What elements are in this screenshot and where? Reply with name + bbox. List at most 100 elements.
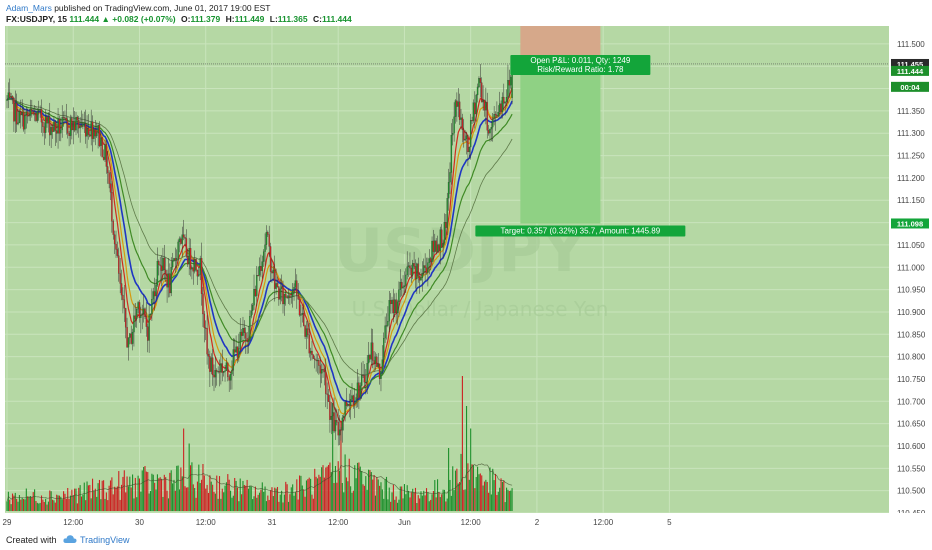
volume-bar <box>439 497 441 511</box>
volume-bar <box>319 476 321 511</box>
candle <box>236 346 239 364</box>
candle-body <box>454 100 457 117</box>
volume-bar <box>472 465 474 511</box>
volume-bar <box>321 467 323 511</box>
candle <box>398 281 400 318</box>
candle <box>222 371 225 377</box>
candle <box>82 113 84 130</box>
volume-bar <box>125 492 127 511</box>
candle-body <box>465 135 468 140</box>
candle <box>420 268 422 281</box>
time-axis[interactable] <box>0 513 932 531</box>
volume-bar <box>453 490 455 511</box>
price-axis[interactable] <box>889 26 932 513</box>
candle <box>90 109 92 146</box>
author-link[interactable]: Adam_Mars <box>6 3 52 13</box>
candle <box>385 313 388 340</box>
volume-bar <box>201 479 203 511</box>
candle-body <box>447 182 450 199</box>
volume-bar <box>105 492 107 511</box>
candle-body <box>169 273 171 294</box>
candle-body <box>104 144 106 160</box>
candle <box>439 226 442 265</box>
volume-bar <box>31 497 33 511</box>
candle-body <box>145 316 148 327</box>
candle-body <box>282 286 284 305</box>
volume-bar <box>504 502 506 511</box>
candle-body <box>456 100 458 107</box>
candle <box>40 99 43 133</box>
chart-header: Adam_Mars published on TradingView.com, … <box>0 0 932 26</box>
candle-body <box>463 129 465 141</box>
candle <box>257 266 259 277</box>
candle-body <box>192 267 194 272</box>
candle-body <box>286 296 288 299</box>
volume-bar <box>437 479 439 511</box>
volume-bar <box>170 470 172 511</box>
candle <box>137 300 139 314</box>
candle-body <box>14 103 16 122</box>
candle-body <box>182 234 185 238</box>
time-tick-label: 12:00 <box>63 518 84 527</box>
candle <box>141 304 143 330</box>
tradingview-cloud-icon <box>63 535 77 543</box>
volume-bar <box>290 487 292 511</box>
candle <box>472 99 475 123</box>
volume-bar <box>63 491 65 511</box>
candle <box>122 287 124 314</box>
low-label: L: <box>269 14 278 24</box>
close-value: 111.444 <box>321 14 352 24</box>
candle <box>94 120 97 146</box>
candle-body <box>151 299 153 315</box>
candle-body <box>113 234 116 245</box>
candle-body <box>84 123 87 137</box>
candle-body <box>476 86 479 96</box>
candle-body <box>417 263 419 277</box>
candle-body <box>162 257 164 271</box>
candle-body <box>322 369 324 371</box>
candle <box>406 251 408 280</box>
candle <box>394 293 396 317</box>
volume-bar <box>212 484 214 511</box>
candle <box>75 111 77 136</box>
volume-bar <box>327 464 330 511</box>
volume-bar <box>141 470 143 511</box>
candle-body <box>247 340 250 343</box>
candle <box>254 285 257 297</box>
volume-bar <box>419 498 421 511</box>
candle <box>489 128 491 142</box>
candle-body <box>275 283 277 289</box>
candle-body <box>458 101 461 120</box>
candle-body <box>112 220 114 235</box>
candle <box>124 307 127 339</box>
volume-bar <box>21 497 23 511</box>
price-tick-label: 111.000 <box>897 263 925 272</box>
candle-body <box>111 192 113 222</box>
candle <box>214 356 217 388</box>
tradingview-brand[interactable]: TradingView <box>80 535 130 545</box>
volume-bar <box>169 472 171 511</box>
volume-bar <box>213 491 215 511</box>
candle-body <box>347 404 349 406</box>
candle <box>336 408 338 426</box>
candle-body <box>423 265 425 274</box>
candle <box>412 259 414 280</box>
price-tag: 111.098 <box>891 218 929 229</box>
open-label: O: <box>180 14 191 24</box>
candle-body <box>122 294 124 300</box>
volume-bar <box>49 490 51 511</box>
candle <box>98 121 101 148</box>
volume-bar <box>64 493 66 511</box>
volume-bar <box>310 478 312 511</box>
candle-body <box>388 300 390 322</box>
target-label: Target: 0.357 (0.32%) 35.7, Amount: 1445… <box>475 225 686 237</box>
volume-bar <box>431 494 433 511</box>
candle-body <box>309 350 312 354</box>
volume-bar <box>463 489 465 511</box>
volume-bar <box>384 479 386 511</box>
volume-bar <box>40 495 43 511</box>
price-tag-text: 111.444 <box>897 67 924 76</box>
candle-body <box>405 274 407 286</box>
candle-body <box>235 346 237 353</box>
